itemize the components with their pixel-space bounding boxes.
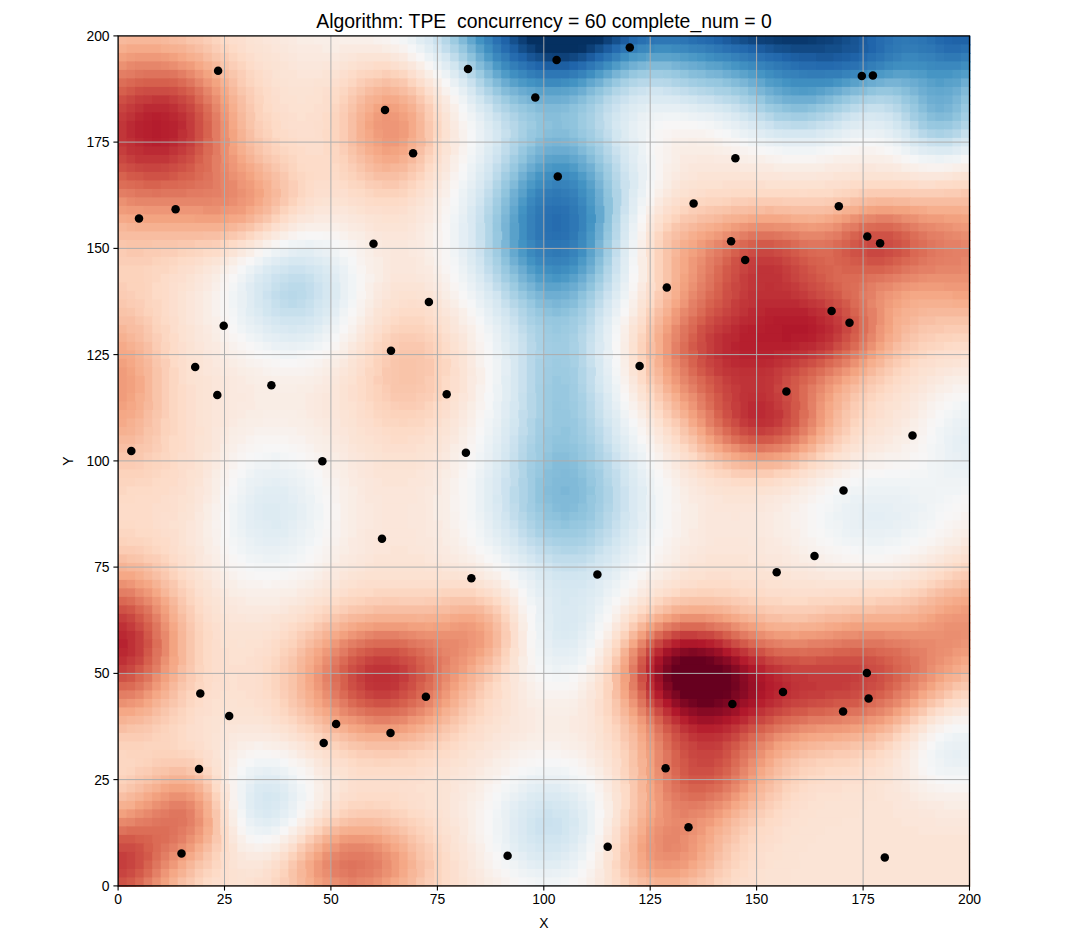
svg-text:150: 150 — [745, 891, 768, 907]
svg-text:50: 50 — [94, 665, 110, 681]
svg-text:X: X — [539, 915, 548, 931]
svg-text:Y: Y — [60, 456, 76, 465]
svg-text:25: 25 — [94, 772, 110, 788]
svg-text:0: 0 — [114, 891, 122, 907]
svg-text:Algorithm: TPE concurrency =: Algorithm: TPE concurrency = 60 complete… — [316, 10, 772, 33]
svg-text:175: 175 — [852, 891, 875, 907]
svg-text:200: 200 — [958, 891, 981, 907]
svg-text:150: 150 — [86, 240, 109, 256]
svg-text:75: 75 — [430, 891, 446, 907]
svg-text:25: 25 — [217, 891, 233, 907]
svg-text:125: 125 — [639, 891, 662, 907]
svg-text:125: 125 — [86, 347, 109, 363]
svg-text:100: 100 — [86, 453, 109, 469]
svg-text:75: 75 — [94, 559, 110, 575]
svg-text:175: 175 — [86, 134, 109, 150]
svg-text:50: 50 — [323, 891, 339, 907]
svg-text:200: 200 — [86, 28, 109, 44]
svg-text:0: 0 — [102, 878, 110, 894]
svg-text:100: 100 — [532, 891, 555, 907]
